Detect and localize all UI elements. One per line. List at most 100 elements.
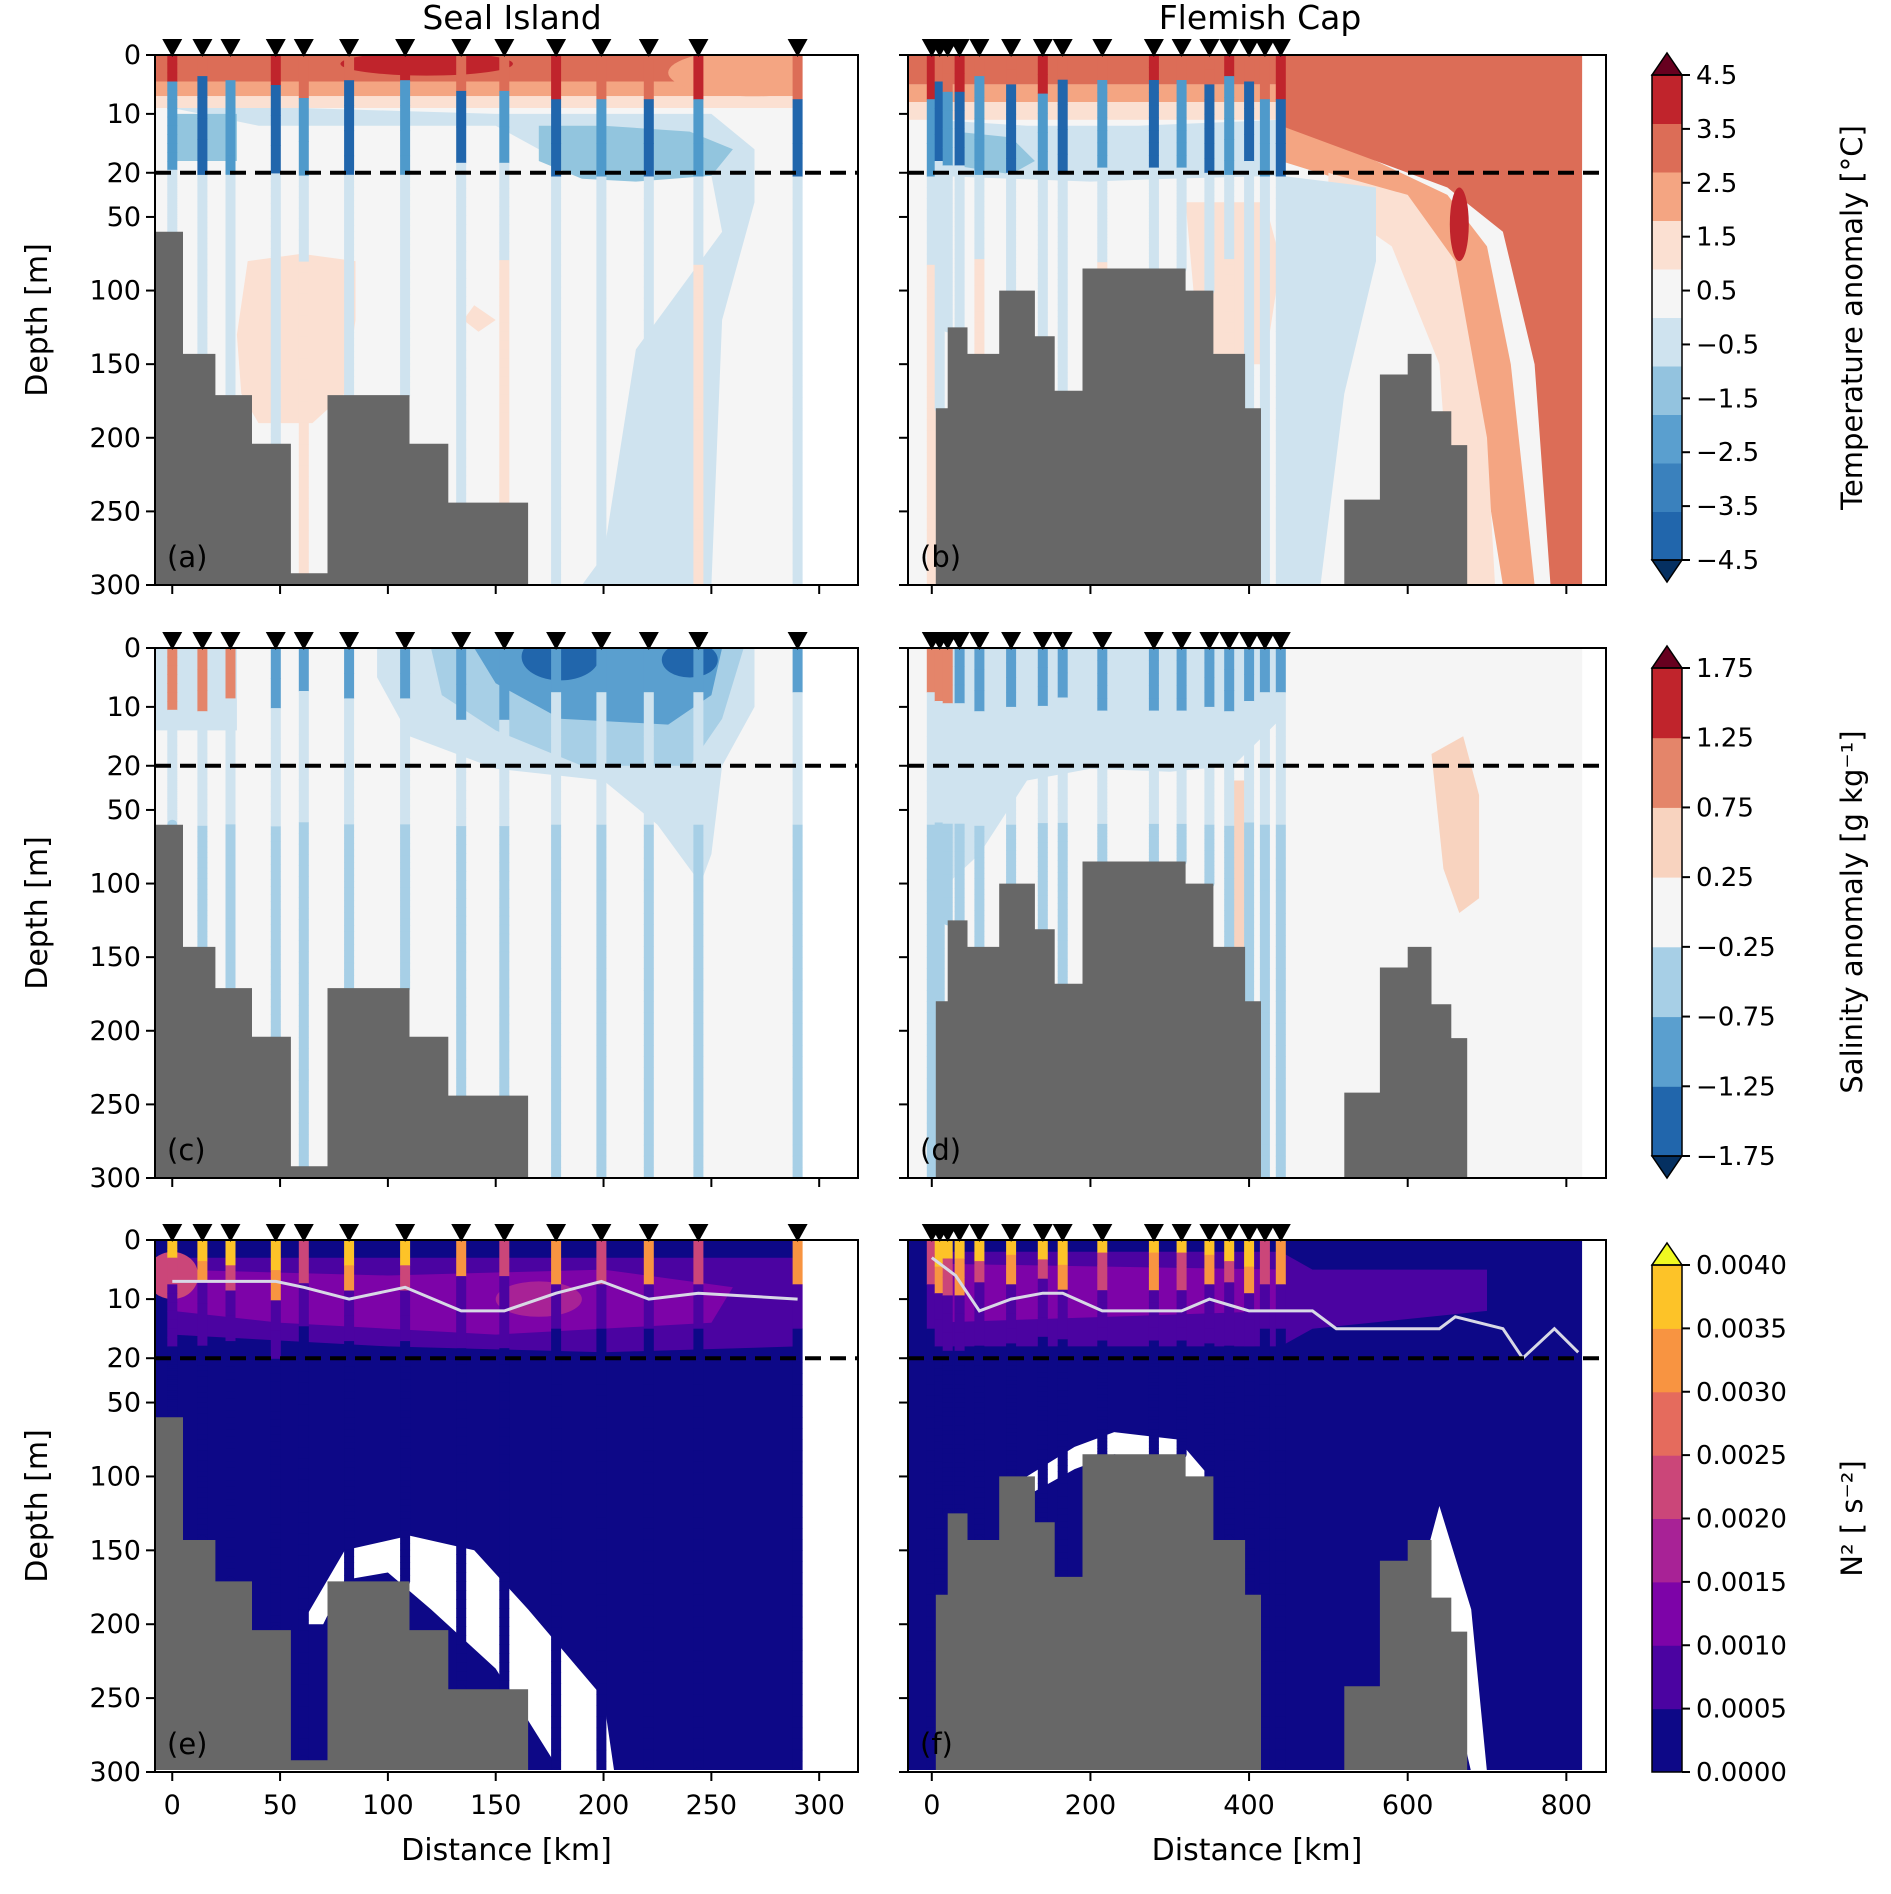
station-cast-segment: [1006, 706, 1017, 723]
station-cast-segment: [596, 791, 607, 803]
station-cast-segment: [1006, 1402, 1017, 1407]
station-cast-segment: [499, 862, 510, 872]
station-cast-segment: [1006, 283, 1017, 288]
station-cast-segment: [1176, 180, 1187, 185]
station-cast-segment: [197, 648, 208, 670]
station-cast-segment: [1097, 1385, 1108, 1389]
station-cast-segment: [344, 918, 355, 926]
station-cast-segment: [1006, 784, 1017, 789]
y-tick-label: 300: [89, 1757, 141, 1788]
station-cast-segment: [1224, 343, 1235, 350]
station-cast-segment: [1097, 177, 1108, 182]
station-cast-segment: [551, 1373, 562, 1385]
station-cast-segment: [298, 562, 309, 574]
station-cast-segment: [926, 890, 937, 903]
station-cast-segment: [1204, 773, 1215, 778]
station-cast-segment: [596, 253, 607, 266]
station-cast-segment: [693, 496, 704, 509]
station-cast-segment: [344, 1429, 355, 1437]
station-cast-segment: [1057, 180, 1068, 188]
station-cast-segment: [1006, 802, 1017, 807]
station-cast: [499, 55, 510, 508]
station-cast-segment: [225, 912, 236, 920]
station-cast-segment: [926, 1517, 937, 1529]
station-cast-segment: [298, 240, 309, 252]
station-cast-segment: [596, 1373, 607, 1385]
station-cast-segment: [456, 772, 467, 782]
station-cast-segment: [926, 1133, 937, 1146]
station-cast-segment: [596, 320, 607, 332]
station-cast-segment: [942, 1458, 953, 1464]
station-cast: [693, 648, 704, 1178]
station-cast-segment: [1204, 209, 1215, 214]
station-cast-segment: [643, 574, 654, 585]
station-cast-segment: [1204, 846, 1215, 851]
station-cast-segment: [1148, 770, 1159, 775]
station-cast-segment: [1176, 1369, 1187, 1374]
station-marker: [638, 632, 659, 650]
station-cast-segment: [1244, 789, 1255, 797]
station-cast-segment: [1259, 562, 1270, 575]
station-cast-segment: [596, 1034, 607, 1046]
station-cast-segment: [270, 413, 281, 422]
station-cast-end: [643, 1173, 654, 1178]
station-cast-segment: [926, 979, 937, 991]
station-cast-segment: [934, 1528, 945, 1536]
station-cast-segment: [954, 648, 965, 667]
station-cast-segment: [1037, 321, 1048, 327]
station-cast-segment: [499, 1509, 510, 1519]
station-cast-segment: [1275, 1760, 1286, 1770]
station-cast-segment: [1204, 1343, 1215, 1359]
station-cast-segment: [1244, 941, 1255, 949]
station-cast-segment: [596, 913, 607, 925]
station-cast-segment: [344, 225, 355, 232]
station-cast-segment: [596, 1395, 607, 1407]
station-cast-segment: [1224, 669, 1235, 691]
station-cast-segment: [596, 1450, 607, 1463]
station-cast-segment: [1057, 779, 1068, 787]
station-cast-segment: [1244, 1375, 1255, 1383]
station-cast-segment: [499, 933, 510, 944]
station-cast-end: [551, 580, 562, 585]
station-cast-segment: [934, 1375, 945, 1383]
station-cast-segment: [400, 1240, 411, 1266]
station-cast-segment: [1006, 809, 1017, 815]
station-cast-segment: [926, 879, 937, 892]
station-cast-segment: [942, 814, 953, 820]
panel-d: (d): [899, 632, 1607, 1187]
station-cast-segment: [974, 1497, 985, 1504]
station-cast-segment: [693, 1661, 704, 1673]
station-cast-segment: [792, 397, 803, 409]
station-cast-segment: [792, 463, 803, 475]
station-cast: [1097, 55, 1108, 274]
station-cast-segment: [456, 826, 467, 836]
station-cast-segment: [1057, 341, 1068, 348]
colorbar-segment: [1652, 877, 1682, 948]
station-cast-end: [644, 1767, 654, 1770]
station-cast-segment: [643, 1683, 654, 1695]
station-cast-segment: [1176, 773, 1187, 778]
station-cast-segment: [934, 855, 945, 863]
station-cast-segment: [1057, 285, 1068, 293]
station-cast-segment: [298, 1490, 309, 1502]
station-cast-segment: [298, 1512, 309, 1524]
station-cast-segment: [1006, 183, 1017, 188]
station-cast-segment: [1275, 1045, 1286, 1057]
station-cast-segment: [693, 275, 704, 288]
station-cast-segment: [792, 1384, 803, 1396]
station-cast-segment: [1204, 824, 1215, 829]
station-cast-segment: [298, 1080, 309, 1092]
station-cast-segment: [596, 242, 607, 255]
station-cast-segment: [974, 76, 985, 98]
station-cast-segment: [926, 364, 937, 376]
station-cast-segment: [1224, 799, 1235, 806]
station-cast-segment: [298, 779, 309, 791]
station-cast-segment: [1204, 253, 1215, 258]
station-cast-segment: [456, 421, 467, 432]
station-cast-segment: [934, 362, 945, 370]
station-cast-segment: [167, 205, 178, 208]
station-cast-segment: [926, 264, 937, 277]
station-cast-segment: [1176, 798, 1187, 803]
station-cast-segment: [1006, 1343, 1017, 1359]
station-cast-segment: [1057, 903, 1068, 910]
